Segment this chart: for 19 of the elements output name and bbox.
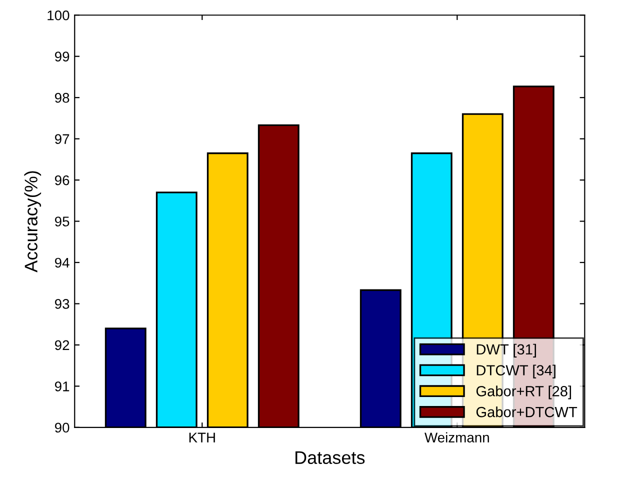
x-tick-label: KTH (189, 432, 215, 442)
legend-label: DWT [31] (476, 344, 536, 358)
y-tick-label: 94 (54, 258, 70, 268)
y-tick-label: 99 (54, 52, 70, 62)
legend-label: DTCWT [34] (476, 364, 556, 378)
y-tick-label: 90 (54, 422, 70, 433)
legend-label: Gabor+DTCWT (476, 406, 578, 418)
y-tick-label: 91 (54, 382, 70, 392)
y-tick-label: 97 (54, 134, 70, 144)
y-tick-label: 95 (54, 216, 70, 226)
legend-label: Gabor+RT [28] (476, 386, 572, 400)
x-axis-title: Datasets (296, 451, 365, 464)
x-tick-label: Weizmann (424, 432, 489, 442)
y-tick-label: 100 (48, 10, 70, 20)
y-tick-label: 98 (54, 92, 70, 103)
y-axis-title: Accuracy(%) (24, 171, 42, 272)
y-tick-label: 93 (54, 299, 70, 309)
y-tick-label: 96 (54, 175, 70, 186)
y-tick-label: 92 (54, 340, 70, 350)
